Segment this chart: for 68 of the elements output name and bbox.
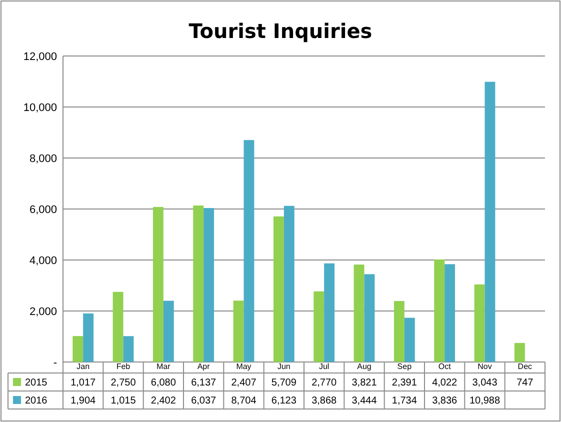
legend-label: 2015 — [25, 378, 48, 388]
x-tick-label: Apr — [197, 362, 210, 371]
data-label: 2,770 — [312, 378, 338, 388]
bar — [474, 284, 485, 362]
data-label: 10,988 — [469, 396, 500, 406]
data-label: 2,402 — [150, 396, 176, 406]
data-label: 3,444 — [352, 396, 378, 406]
x-tick-label: Mar — [156, 362, 171, 371]
bar — [233, 300, 244, 362]
bar — [83, 313, 94, 362]
x-tick-label: Sep — [397, 362, 412, 371]
bar — [284, 206, 294, 362]
data-label: 6,137 — [191, 378, 217, 388]
data-label: 1,904 — [70, 396, 96, 406]
bar — [204, 208, 214, 362]
data-label: 1,734 — [392, 396, 418, 406]
data-label: 6,037 — [191, 396, 217, 406]
bar — [72, 336, 84, 362]
bar — [112, 292, 124, 362]
bar — [273, 216, 284, 362]
bar — [484, 82, 496, 362]
bar — [434, 259, 445, 362]
bar — [444, 264, 456, 362]
y-tick-label: 2,000 — [29, 306, 57, 318]
x-tick-label: Nov — [478, 362, 492, 371]
bar — [354, 264, 364, 362]
data-label: 6,080 — [150, 378, 176, 388]
x-tick-label: Dec — [518, 362, 532, 371]
data-label: 3,868 — [312, 396, 338, 406]
data-label: 1,017 — [70, 378, 96, 388]
x-tick-label: Aug — [357, 362, 372, 371]
x-tick-label: Jan — [76, 362, 90, 371]
bar — [364, 274, 375, 362]
bar — [324, 263, 335, 362]
legend-label: 2016 — [25, 396, 48, 406]
data-label: 3,821 — [352, 378, 378, 388]
y-tick-label: 4,000 — [29, 254, 57, 267]
chart-title: Tourist Inquiries — [188, 19, 372, 43]
x-tick-label: Feb — [116, 362, 131, 371]
data-label: 3,043 — [472, 378, 498, 388]
bar — [163, 300, 174, 362]
bar — [404, 318, 415, 362]
data-label: 3,836 — [432, 396, 458, 406]
bar — [152, 206, 164, 362]
bar — [244, 140, 254, 362]
x-tick-label: Oct — [438, 362, 452, 371]
y-tick-label: 8,000 — [29, 152, 57, 165]
data-label: 5,709 — [271, 378, 297, 388]
x-tick-label: Jun — [277, 362, 290, 371]
data-label: 747 — [516, 378, 534, 388]
bar — [394, 301, 404, 362]
y-tick-label: 10,000 — [23, 102, 57, 114]
data-label: 2,391 — [392, 378, 418, 388]
data-label: 2,407 — [231, 378, 257, 388]
x-tick-label: Jul — [318, 362, 330, 371]
bar — [193, 206, 204, 362]
x-tick-label: May — [236, 362, 252, 371]
bar — [123, 336, 134, 362]
data-label: 8,704 — [231, 396, 257, 406]
data-label: 4,022 — [432, 378, 458, 388]
bar — [314, 291, 324, 362]
bar — [514, 342, 525, 362]
data-label: 6,123 — [271, 396, 297, 406]
y-tick-label: - — [53, 356, 58, 369]
data-label: 2,750 — [110, 378, 136, 388]
data-label: 1,015 — [110, 396, 136, 406]
y-tick-label: 12,000 — [23, 50, 57, 63]
y-tick-label: 6,000 — [29, 204, 57, 216]
